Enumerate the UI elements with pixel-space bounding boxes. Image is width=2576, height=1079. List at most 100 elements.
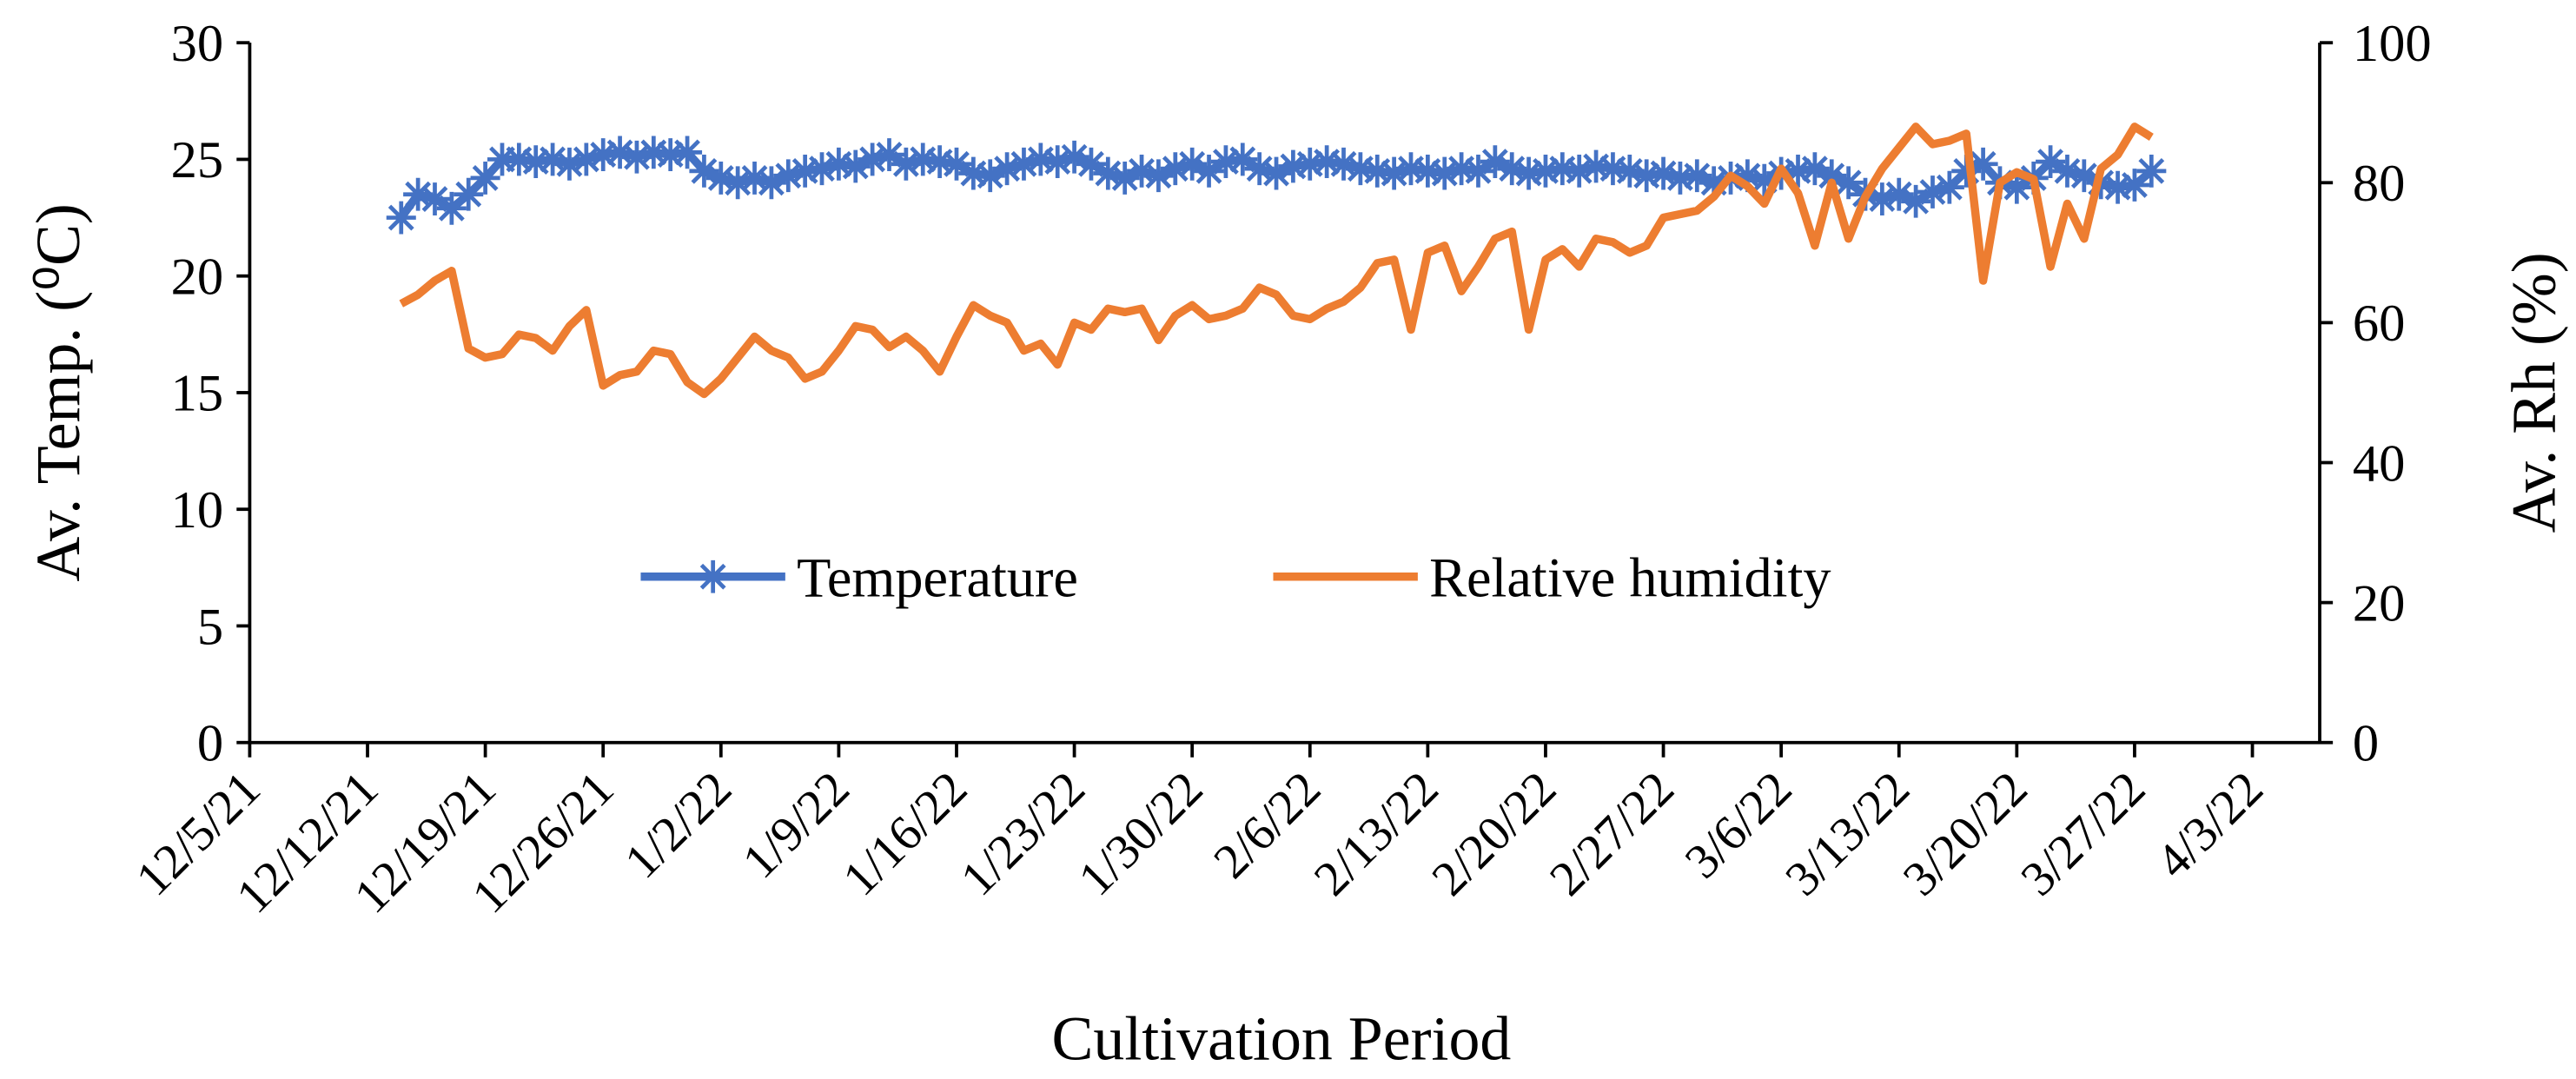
point-marker xyxy=(689,154,719,188)
point-marker xyxy=(639,136,669,169)
point-marker xyxy=(739,162,770,195)
point-marker xyxy=(1429,156,1460,190)
point-marker xyxy=(403,177,434,211)
point-marker xyxy=(858,142,888,176)
point-marker xyxy=(1379,156,1409,190)
point-marker xyxy=(487,142,518,176)
x-tick-label: 3/20/22 xyxy=(1893,761,2038,906)
point-marker xyxy=(908,142,938,176)
point-marker xyxy=(1968,147,1998,181)
point-marker xyxy=(1295,147,1325,181)
point-marker xyxy=(1901,184,1931,218)
point-marker xyxy=(504,142,534,176)
point-marker xyxy=(1059,140,1089,174)
point-marker xyxy=(1480,145,1510,179)
x-tick-label: 3/27/22 xyxy=(2010,761,2155,906)
point-marker xyxy=(891,147,921,181)
y2-axis-title: Av. Rh (%) xyxy=(2499,252,2568,533)
point-marker xyxy=(655,138,685,171)
point-marker xyxy=(1799,152,1830,186)
y2-tick-label: 20 xyxy=(2353,574,2406,632)
x-tick-label: 2/20/22 xyxy=(1421,761,1566,906)
point-marker xyxy=(992,152,1023,186)
y-tick-label: 10 xyxy=(171,481,224,540)
point-marker xyxy=(1009,147,1039,181)
point-marker xyxy=(723,166,753,200)
point-marker xyxy=(1632,159,1662,193)
point-marker xyxy=(1783,154,1813,188)
y-axis-title: Av. Temp. (⁰C) xyxy=(23,203,93,581)
point-marker xyxy=(1160,152,1190,186)
point-marker xyxy=(588,138,619,171)
point-marker xyxy=(605,136,635,169)
legend-label: Relative humidity xyxy=(1429,546,1831,608)
point-marker xyxy=(1497,152,1527,186)
point-marker xyxy=(924,145,955,179)
point-marker xyxy=(773,159,804,193)
point-marker xyxy=(1833,166,1864,200)
point-marker xyxy=(386,201,416,235)
point-marker xyxy=(1463,154,1493,188)
point-marker xyxy=(1395,152,1427,186)
y2-tick-label: 40 xyxy=(2353,434,2406,493)
point-marker xyxy=(1312,145,1342,179)
point-marker xyxy=(790,154,820,188)
point-marker xyxy=(1513,156,1544,190)
point-marker xyxy=(807,152,838,186)
x-tick-label: 1/23/22 xyxy=(950,761,1096,906)
point-marker xyxy=(1699,166,1729,200)
point-marker xyxy=(1025,142,1056,176)
point-marker xyxy=(1413,154,1443,188)
point-marker xyxy=(1076,147,1106,181)
point-marker xyxy=(1614,154,1645,188)
point-marker xyxy=(2002,170,2032,204)
point-marker xyxy=(1951,154,1982,188)
point-marker xyxy=(1547,152,1578,186)
point-marker xyxy=(1564,154,1594,188)
point-marker xyxy=(1228,142,1258,176)
point-marker xyxy=(2103,170,2133,204)
point-marker xyxy=(2069,159,2099,193)
point-marker xyxy=(1262,156,1292,190)
point-marker xyxy=(1598,152,1628,186)
point-marker xyxy=(1177,147,1208,181)
point-marker xyxy=(420,182,450,215)
x-tick-label: 1/2/22 xyxy=(614,761,742,889)
point-marker xyxy=(958,156,989,190)
point-marker xyxy=(1143,159,1174,193)
y2-tick-label: 80 xyxy=(2353,155,2406,213)
point-marker xyxy=(975,159,1005,193)
y-tick-label: 30 xyxy=(171,15,224,73)
point-marker xyxy=(2119,169,2149,202)
y2-tick-label: 0 xyxy=(2353,715,2379,773)
point-marker xyxy=(756,166,786,200)
point-marker xyxy=(1194,154,1224,188)
point-marker xyxy=(520,145,551,179)
point-marker xyxy=(941,147,972,181)
point-marker xyxy=(1530,154,1560,188)
point-marker xyxy=(2036,145,2066,179)
y2-tick-label: 60 xyxy=(2353,295,2406,353)
y-tick-label: 20 xyxy=(171,248,224,306)
x-tick-label: 1/16/22 xyxy=(832,761,977,906)
y2-tick-label: 100 xyxy=(2353,15,2432,73)
point-marker xyxy=(1934,170,1964,204)
point-marker xyxy=(1682,159,1712,193)
point-marker xyxy=(1867,182,1897,215)
point-marker xyxy=(554,147,585,181)
x-tick-label: 3/13/22 xyxy=(1775,761,1920,906)
point-marker xyxy=(874,138,904,171)
point-marker xyxy=(1244,152,1275,186)
point-marker xyxy=(1648,156,1679,190)
legend-marker xyxy=(698,559,728,593)
point-marker xyxy=(454,177,484,211)
point-marker xyxy=(2136,154,2167,188)
y-tick-label: 25 xyxy=(171,131,224,189)
legend-item: Relative humidity xyxy=(1273,546,1831,608)
point-marker xyxy=(1109,162,1140,195)
point-marker xyxy=(1210,145,1241,179)
point-marker xyxy=(1817,159,1847,193)
series-line xyxy=(399,122,2154,399)
legend-label: Temperature xyxy=(797,546,1078,608)
